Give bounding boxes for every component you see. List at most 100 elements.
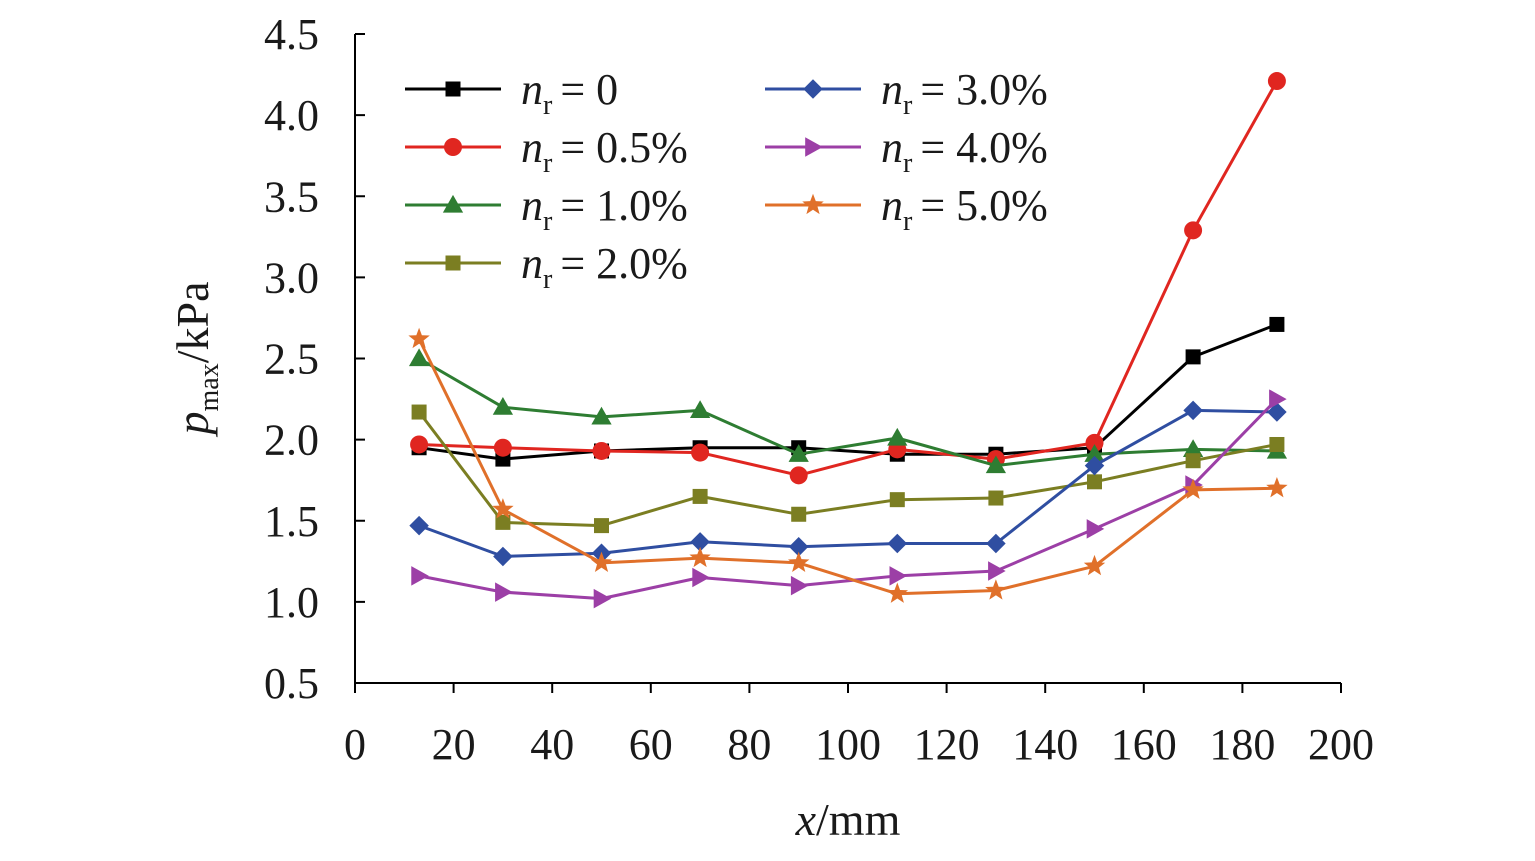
- data-point: [803, 79, 823, 99]
- data-point: [495, 514, 511, 530]
- y-tick-label: 1.5: [264, 497, 319, 546]
- data-point: [985, 455, 1007, 474]
- data-point: [790, 575, 809, 596]
- data-point: [789, 466, 808, 485]
- tick-labels: 0.5 1.0 1.5 2.0 2.5 3.0 3.5 4.0 4.5 0 20 40 60 80 100 1…: [264, 10, 1374, 769]
- x-tick-label: 200: [1308, 720, 1374, 769]
- data-point: [1266, 477, 1288, 498]
- data-point: [594, 518, 609, 534]
- series-line: [419, 80, 1279, 477]
- y-tick-label: 4.5: [264, 10, 319, 59]
- data-point: [1269, 389, 1287, 409]
- legend-item-4: nr = 3.0%: [765, 65, 1048, 121]
- data-point: [1184, 221, 1203, 240]
- data-point: [590, 551, 613, 573]
- y-tick-label: 0.5: [264, 659, 319, 708]
- series-4: [409, 400, 1287, 567]
- series-3: [411, 404, 1285, 534]
- legend-item-3: nr = 2.0%: [405, 239, 688, 295]
- data-point: [886, 582, 908, 603]
- data-point: [791, 506, 807, 522]
- data-point: [690, 532, 710, 552]
- axis-titles: x/mm pmax/kPa: [167, 282, 901, 846]
- data-point: [805, 137, 823, 157]
- x-tick-label: 40: [530, 720, 574, 769]
- y-tick-label: 1.0: [264, 578, 319, 627]
- data-point: [788, 444, 809, 462]
- data-point: [495, 582, 513, 602]
- data-point: [692, 488, 708, 504]
- x-tick-label: 60: [629, 720, 673, 769]
- data-point: [985, 579, 1007, 600]
- series-line: [417, 338, 1277, 596]
- data-point: [410, 435, 429, 454]
- data-point: [1087, 474, 1102, 490]
- x-tick-label: 100: [815, 720, 881, 769]
- legend-label: nr = 1.0%: [521, 181, 688, 237]
- data-point: [1269, 436, 1285, 452]
- series-line: [418, 398, 1278, 601]
- legend-item-2: nr = 1.0%: [405, 181, 688, 237]
- data-point: [691, 443, 710, 462]
- x-tick-label: 180: [1209, 720, 1275, 769]
- x-tick-label: 140: [1012, 720, 1078, 769]
- data-point: [445, 81, 461, 97]
- legend-label: nr = 3.0%: [881, 65, 1048, 121]
- series-group: [408, 72, 1288, 609]
- legend-label: nr = 5.0%: [881, 181, 1048, 237]
- axes: [354, 33, 1342, 693]
- series-line: [418, 323, 1278, 461]
- data-point: [1183, 400, 1203, 421]
- data-point: [1269, 316, 1285, 332]
- data-point: [1185, 453, 1201, 469]
- data-point: [1086, 519, 1105, 539]
- series-5: [411, 389, 1287, 609]
- data-point: [988, 490, 1004, 506]
- y-tick-label: 4.0: [264, 91, 319, 140]
- x-axis-title: x/mm: [795, 794, 901, 845]
- x-tick-label: 160: [1111, 720, 1177, 769]
- legend-item-0: nr = 0: [405, 65, 618, 121]
- data-point: [408, 327, 430, 349]
- legend-item-6: nr = 5.0%: [765, 181, 1048, 237]
- data-point: [788, 536, 809, 557]
- data-point: [444, 138, 462, 156]
- data-point: [889, 492, 905, 508]
- data-point: [889, 566, 908, 586]
- data-point: [1185, 349, 1201, 365]
- data-point: [411, 566, 429, 586]
- data-point: [887, 427, 908, 446]
- data-point: [442, 194, 464, 213]
- legend-item-5: nr = 4.0%: [765, 123, 1048, 179]
- data-point: [409, 515, 429, 536]
- legend-label: nr = 2.0%: [521, 239, 688, 295]
- data-point: [988, 561, 1006, 581]
- data-point: [1084, 455, 1105, 476]
- legend-label: nr = 0: [521, 65, 618, 121]
- data-point: [1182, 439, 1204, 457]
- data-point: [492, 498, 514, 519]
- series-0: [411, 316, 1285, 467]
- legend-label: nr = 0.5%: [521, 123, 688, 179]
- y-tick-label: 2.0: [264, 416, 319, 465]
- data-point: [986, 533, 1006, 554]
- data-point: [493, 438, 512, 457]
- data-point: [593, 588, 612, 609]
- series-2: [408, 348, 1288, 474]
- data-point: [445, 255, 461, 271]
- y-tick-label: 3.0: [264, 253, 319, 302]
- data-point: [493, 546, 513, 567]
- data-point: [788, 551, 810, 573]
- y-axis-title: pmax/kPa: [167, 282, 225, 438]
- x-tick-label: 80: [727, 720, 771, 769]
- data-point: [492, 397, 514, 415]
- data-point: [689, 546, 711, 568]
- legend-label: nr = 4.0%: [881, 123, 1048, 179]
- data-point: [1182, 478, 1204, 500]
- data-point: [1084, 444, 1105, 462]
- data-point: [1083, 554, 1106, 576]
- y-tick-label: 3.5: [264, 172, 319, 221]
- x-tick-label: 120: [914, 720, 980, 769]
- data-point: [411, 404, 427, 420]
